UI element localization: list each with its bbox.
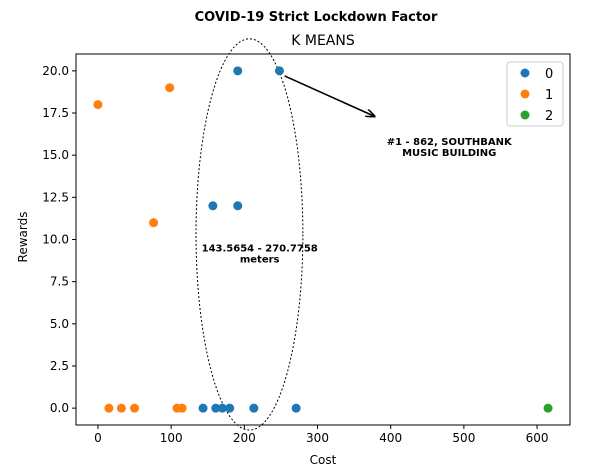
annotation-arrow	[284, 75, 375, 116]
x-tick-label: 0	[94, 431, 102, 445]
x-tick-label: 300	[306, 431, 329, 445]
y-axis-label: Rewards	[16, 212, 30, 263]
scatter-point	[116, 403, 126, 413]
scatter-point	[165, 83, 175, 93]
plot-frame	[75, 53, 571, 426]
chart-title: K MEANS	[291, 33, 355, 49]
chart-suptitle: COVID-19 Strict Lockdown Factor	[195, 10, 438, 25]
x-tick-label: 600	[526, 431, 549, 445]
annotation-text: #1 - 862, SOUTHBANK	[387, 137, 513, 148]
legend-label: 1	[545, 88, 553, 103]
scatter-point	[233, 66, 243, 76]
scatter-point	[211, 403, 221, 413]
scatter-point	[130, 403, 140, 413]
annotation-text: 143.5654 - 270.7758	[202, 243, 318, 254]
y-tick-label: 5.0	[50, 317, 69, 331]
x-tick-label: 100	[160, 431, 183, 445]
y-tick-label: 12.5	[42, 190, 69, 204]
annotation-text: MUSIC BUILDING	[402, 148, 496, 159]
y-tick-label: 17.5	[42, 106, 69, 120]
scatter-point	[104, 403, 114, 413]
plot-area: 0 100 200 300 400 500 600 0.0 2.5 5.0 7.5 10.0 12.5 1…	[42, 38, 571, 445]
y-tick-label: 7.5	[50, 275, 69, 289]
annotation-text: meters	[240, 254, 280, 265]
y-tick-label: 0.0	[50, 401, 69, 415]
x-tick-label: 400	[379, 431, 402, 445]
x-axis-label: Cost	[310, 453, 337, 467]
scatter-point	[225, 403, 235, 413]
legend	[506, 61, 564, 127]
x-tick-label: 500	[452, 431, 475, 445]
scatter-point	[543, 403, 553, 413]
scatter-point	[208, 201, 218, 211]
scatter-point	[274, 66, 284, 76]
y-tick-label: 15.0	[42, 148, 69, 162]
legend-label: 0	[545, 67, 553, 82]
scatter-point	[291, 403, 301, 413]
legend-marker	[520, 89, 530, 99]
scatter-point	[217, 403, 227, 413]
y-tick-label: 2.5	[50, 359, 69, 373]
y-tick-label: 20.0	[42, 64, 69, 78]
scatter-point	[93, 100, 103, 110]
scatter-point	[149, 218, 159, 228]
x-tick-label: 200	[233, 431, 256, 445]
y-tick-label: 10.0	[42, 233, 69, 247]
scatter-point	[233, 201, 243, 211]
cluster-ellipse	[195, 38, 304, 431]
legend-marker	[520, 68, 530, 78]
scatter-point	[177, 403, 187, 413]
scatter-point	[198, 403, 208, 413]
legend-marker	[520, 110, 530, 120]
scatter-point	[249, 403, 259, 413]
legend-label: 2	[545, 109, 553, 124]
